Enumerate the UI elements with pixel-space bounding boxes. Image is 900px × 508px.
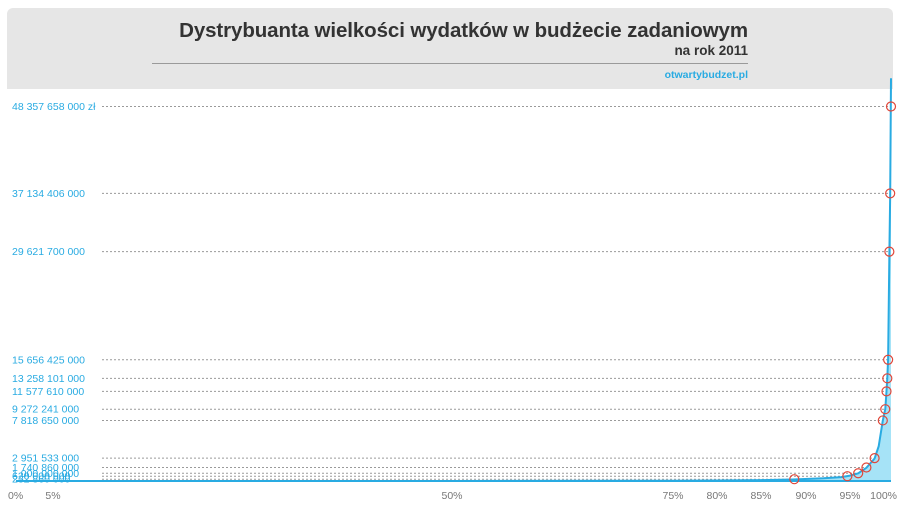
data-marker bbox=[880, 404, 891, 415]
gridlines bbox=[102, 106, 891, 480]
x-tick-label: 75% bbox=[662, 490, 683, 502]
data-marker bbox=[883, 354, 894, 365]
y-tick-label: 9 272 241 000 bbox=[12, 404, 79, 416]
distribution-curve bbox=[16, 78, 892, 482]
y-tick-label: 29 621 700 000 bbox=[12, 246, 85, 258]
y-tick-label: 2 951 533 000 bbox=[12, 453, 79, 465]
y-tick-label: 1 000 000 000 bbox=[12, 468, 79, 480]
header-divider bbox=[152, 63, 748, 64]
y-tick-label: 37 134 406 000 bbox=[12, 188, 85, 200]
x-tick-label: 85% bbox=[750, 490, 771, 502]
y-tick-label: 620 000 000 bbox=[12, 471, 71, 483]
data-marker bbox=[884, 246, 895, 257]
chart-subtitle: na rok 2011 bbox=[674, 43, 748, 58]
data-marker bbox=[842, 471, 853, 482]
x-tick-label: 5% bbox=[45, 490, 60, 502]
x-tick-label: 0% bbox=[8, 490, 23, 502]
y-tick-label: 13 258 101 000 bbox=[12, 373, 85, 385]
data-marker bbox=[881, 386, 892, 397]
data-marker bbox=[885, 101, 897, 112]
data-marker bbox=[869, 453, 880, 464]
y-tick-label: 1 740 860 000 bbox=[12, 462, 79, 474]
x-tick-label: 95% bbox=[839, 490, 860, 502]
data-marker bbox=[885, 188, 896, 199]
chart-header: Dystrybuanta wielkości wydatków w budżec… bbox=[7, 8, 893, 89]
x-tick-label: 50% bbox=[441, 490, 462, 502]
data-markers bbox=[789, 101, 897, 485]
y-tick-labels: 48 357 658 000 zł 37 134 406 000 29 621 70… bbox=[12, 101, 96, 486]
data-marker bbox=[853, 468, 864, 479]
x-tick-label: 80% bbox=[706, 490, 727, 502]
data-marker bbox=[877, 415, 888, 426]
x-tick-label: 90% bbox=[795, 490, 816, 502]
y-tick-label: 7 818 650 000 bbox=[12, 415, 79, 427]
source-link[interactable]: otwartybudzet.pl bbox=[664, 69, 748, 81]
y-tick-label: 232 860 000 bbox=[12, 474, 71, 486]
x-tick-labels: 0% 5% 50% 75% 80% 85% 90% 95% 100% bbox=[8, 490, 897, 502]
chart-title: Dystrybuanta wielkości wydatków w budżec… bbox=[179, 19, 748, 42]
data-marker bbox=[882, 373, 893, 384]
y-tick-label: 11 577 610 000 bbox=[12, 386, 84, 398]
y-tick-label: 15 656 425 000 bbox=[12, 354, 85, 366]
data-marker bbox=[861, 462, 872, 473]
x-tick-label: 100% bbox=[870, 490, 897, 502]
y-tick-label: 48 357 658 000 zł bbox=[12, 101, 96, 113]
data-marker bbox=[789, 474, 800, 485]
